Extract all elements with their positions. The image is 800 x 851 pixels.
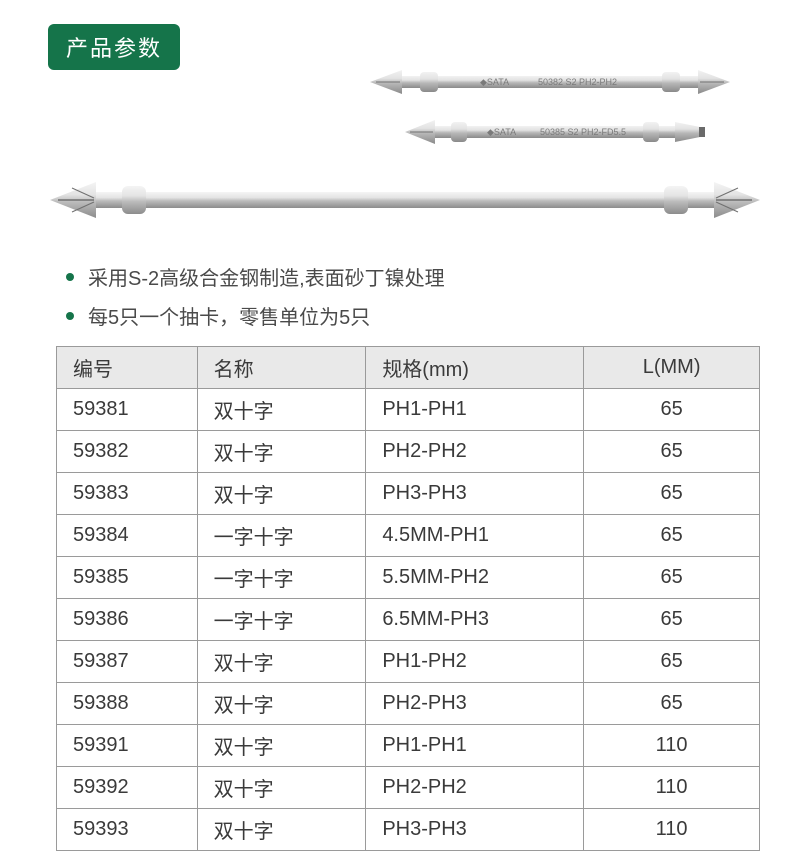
table-cell: 110 bbox=[584, 767, 760, 809]
table-row: 59384一字十字4.5MM-PH165 bbox=[57, 515, 760, 557]
bit-long bbox=[50, 176, 760, 224]
table-cell: 双十字 bbox=[197, 767, 366, 809]
bit-top: 50382 S2 PH2-PH2 ◆SATA bbox=[370, 64, 730, 100]
table-cell: 双十字 bbox=[197, 389, 366, 431]
table-cell: 双十字 bbox=[197, 641, 366, 683]
bullet-text: 每5只一个抽卡，零售单位为5只 bbox=[88, 301, 370, 330]
table-row: 59391双十字PH1-PH1110 bbox=[57, 725, 760, 767]
table-cell: PH2-PH2 bbox=[366, 767, 584, 809]
table-cell: 59387 bbox=[57, 641, 198, 683]
table-cell: 65 bbox=[584, 431, 760, 473]
col-header-spec: 规格(mm) bbox=[366, 347, 584, 389]
table-row: 59386一字十字6.5MM-PH365 bbox=[57, 599, 760, 641]
product-params-badge: 产品参数 bbox=[48, 24, 180, 70]
table-cell: 65 bbox=[584, 515, 760, 557]
table-cell: PH3-PH3 bbox=[366, 809, 584, 851]
table-cell: 59391 bbox=[57, 725, 198, 767]
bullet-text: 采用S-2高级合金钢制造,表面砂丁镍处理 bbox=[88, 262, 445, 291]
table-row: 59385一字十字5.5MM-PH265 bbox=[57, 557, 760, 599]
badge-label: 产品参数 bbox=[66, 36, 162, 61]
table-row: 59381双十字PH1-PH165 bbox=[57, 389, 760, 431]
table-cell: 65 bbox=[584, 389, 760, 431]
bullet-dot-icon bbox=[66, 312, 74, 320]
table-cell: 一字十字 bbox=[197, 599, 366, 641]
table-cell: 59382 bbox=[57, 431, 198, 473]
table-cell: PH1-PH1 bbox=[366, 389, 584, 431]
table-cell: 59384 bbox=[57, 515, 198, 557]
table-row: 59392双十字PH2-PH2110 bbox=[57, 767, 760, 809]
table-cell: 双十字 bbox=[197, 431, 366, 473]
table-cell: 一字十字 bbox=[197, 557, 366, 599]
table-cell: 59388 bbox=[57, 683, 198, 725]
col-header-name: 名称 bbox=[197, 347, 366, 389]
bullet-item: 每5只一个抽卡，零售单位为5只 bbox=[66, 301, 800, 330]
table-cell: 65 bbox=[584, 473, 760, 515]
table-row: 59382双十字PH2-PH265 bbox=[57, 431, 760, 473]
table-cell: PH2-PH3 bbox=[366, 683, 584, 725]
table-cell: 一字十字 bbox=[197, 515, 366, 557]
product-images: 50382 S2 PH2-PH2 ◆SATA 50385 bbox=[0, 70, 800, 260]
col-header-len: L(MM) bbox=[584, 347, 760, 389]
table-cell: 双十字 bbox=[197, 725, 366, 767]
table-row: 59388双十字PH2-PH365 bbox=[57, 683, 760, 725]
table-cell: 5.5MM-PH2 bbox=[366, 557, 584, 599]
svg-text:◆SATA: ◆SATA bbox=[480, 77, 509, 87]
table-cell: 双十字 bbox=[197, 473, 366, 515]
table-cell: 双十字 bbox=[197, 683, 366, 725]
table-cell: 59383 bbox=[57, 473, 198, 515]
table-cell: 59386 bbox=[57, 599, 198, 641]
table-header-row: 编号 名称 规格(mm) L(MM) bbox=[57, 347, 760, 389]
table-cell: PH3-PH3 bbox=[366, 473, 584, 515]
table-cell: 双十字 bbox=[197, 809, 366, 851]
table-cell: 59392 bbox=[57, 767, 198, 809]
table-row: 59393双十字PH3-PH3110 bbox=[57, 809, 760, 851]
table-cell: 110 bbox=[584, 809, 760, 851]
table-cell: 65 bbox=[584, 557, 760, 599]
table-cell: 59381 bbox=[57, 389, 198, 431]
table-row: 59387双十字PH1-PH265 bbox=[57, 641, 760, 683]
spec-table-wrap: 编号 名称 规格(mm) L(MM) 59381双十字PH1-PH1655938… bbox=[56, 346, 760, 851]
table-cell: 59385 bbox=[57, 557, 198, 599]
bit-mid-label: 50385 S2 PH2-FD5.5 bbox=[540, 127, 626, 137]
table-row: 59383双十字PH3-PH365 bbox=[57, 473, 760, 515]
table-cell: 59393 bbox=[57, 809, 198, 851]
feature-bullets: 采用S-2高级合金钢制造,表面砂丁镍处理 每5只一个抽卡，零售单位为5只 bbox=[66, 262, 800, 330]
svg-text:◆SATA: ◆SATA bbox=[487, 127, 516, 137]
table-cell: 65 bbox=[584, 641, 760, 683]
table-cell: 65 bbox=[584, 683, 760, 725]
table-cell: 110 bbox=[584, 725, 760, 767]
table-cell: 6.5MM-PH3 bbox=[366, 599, 584, 641]
bit-top-label: 50382 S2 PH2-PH2 bbox=[538, 77, 617, 87]
col-header-id: 编号 bbox=[57, 347, 198, 389]
table-cell: 65 bbox=[584, 599, 760, 641]
table-cell: PH1-PH2 bbox=[366, 641, 584, 683]
spec-table: 编号 名称 规格(mm) L(MM) 59381双十字PH1-PH1655938… bbox=[56, 346, 760, 851]
table-cell: PH1-PH1 bbox=[366, 725, 584, 767]
bullet-item: 采用S-2高级合金钢制造,表面砂丁镍处理 bbox=[66, 262, 800, 291]
bit-mid: 50385 S2 PH2-FD5.5 ◆SATA bbox=[405, 114, 705, 150]
bullet-dot-icon bbox=[66, 273, 74, 281]
table-cell: PH2-PH2 bbox=[366, 431, 584, 473]
table-cell: 4.5MM-PH1 bbox=[366, 515, 584, 557]
